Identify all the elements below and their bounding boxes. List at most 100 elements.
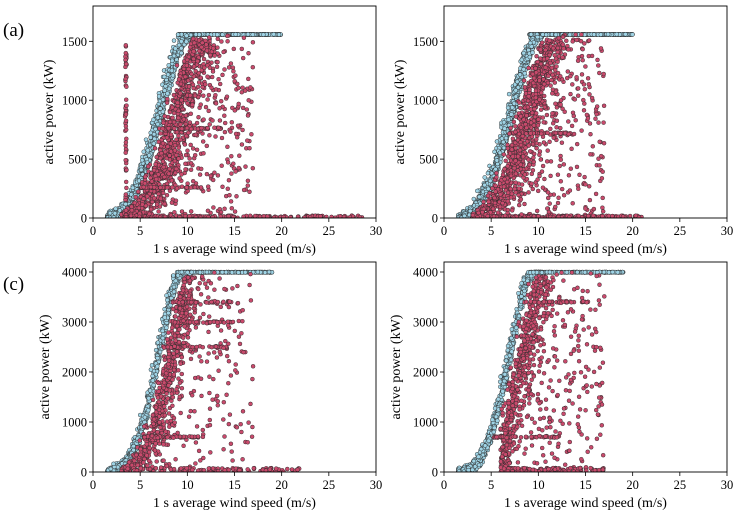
data-point-normal (509, 112, 514, 117)
data-point-anomalous (123, 140, 129, 145)
data-point-anomalous (190, 82, 196, 88)
data-point-anomalous (216, 76, 221, 82)
data-point-anomalous (232, 108, 238, 113)
data-point-anomalous (153, 162, 158, 167)
data-point-anomalous (196, 48, 202, 54)
data-point-normal (139, 157, 145, 163)
data-point-normal (107, 210, 113, 216)
data-point-anomalous (166, 126, 171, 131)
data-point-anomalous (162, 214, 168, 218)
data-point-normal (146, 153, 152, 158)
data-point-anomalous (240, 127, 245, 133)
data-point-normal (591, 32, 597, 37)
data-point-normal (128, 192, 134, 197)
y-tick-label: 1000 (62, 94, 87, 108)
data-point-normal (215, 32, 220, 37)
data-point-anomalous (201, 56, 207, 62)
data-point-anomalous (190, 178, 196, 184)
data-point-anomalous (191, 64, 197, 69)
data-point-anomalous (184, 133, 189, 139)
data-point-normal (513, 94, 519, 99)
data-point-anomalous (217, 118, 223, 123)
data-point-anomalous (189, 71, 194, 77)
data-point-normal (488, 178, 493, 184)
data-point-anomalous (162, 174, 167, 180)
x-tick-label: 25 (323, 224, 336, 238)
data-point-anomalous (170, 115, 175, 121)
data-point-anomalous (187, 44, 193, 50)
data-point-anomalous (188, 167, 194, 173)
data-point-normal (495, 161, 500, 167)
data-point-anomalous (192, 40, 197, 46)
data-point-anomalous (168, 149, 174, 154)
data-point-anomalous (211, 46, 216, 51)
data-point-anomalous (240, 105, 246, 111)
data-point-normal (598, 32, 604, 37)
data-point-anomalous (227, 192, 232, 198)
data-point-anomalous (205, 208, 211, 214)
data-point-anomalous (147, 211, 152, 217)
data-point-anomalous (136, 205, 142, 211)
data-point-anomalous (249, 132, 254, 137)
data-point-normal (184, 33, 189, 38)
data-point-normal (176, 42, 182, 48)
data-point-anomalous (534, 208, 540, 214)
y-tick-label: 500 (68, 153, 87, 167)
data-point-anomalous (233, 73, 238, 78)
data-point-normal (160, 109, 166, 114)
data-point-anomalous (214, 64, 220, 70)
data-point-anomalous (152, 146, 158, 151)
data-point-anomalous (222, 120, 228, 126)
data-point-normal (165, 72, 171, 77)
data-point-anomalous (161, 120, 166, 126)
data-point-anomalous (246, 76, 251, 82)
data-point-anomalous (185, 78, 191, 83)
data-point-anomalous (210, 177, 216, 183)
data-point-anomalous (160, 126, 165, 131)
data-point-normal (220, 32, 225, 37)
data-point-anomalous (178, 137, 183, 143)
data-point-anomalous (222, 113, 227, 118)
x-tick-label: 30 (370, 224, 383, 238)
data-point-anomalous (557, 163, 562, 169)
data-point-anomalous (232, 78, 237, 84)
data-point-normal (179, 39, 184, 44)
data-point-anomalous (226, 177, 232, 183)
data-point-normal (148, 135, 153, 140)
data-point-normal (517, 72, 523, 77)
data-point-normal (567, 32, 573, 37)
data-point-anomalous (206, 35, 212, 40)
data-point-anomalous (206, 108, 211, 114)
data-point-normal (173, 46, 178, 51)
data-point-anomalous (547, 139, 552, 145)
data-point-anomalous (229, 153, 234, 159)
data-point-normal (505, 105, 511, 111)
data-point-anomalous (123, 150, 128, 155)
data-point-anomalous (178, 91, 183, 96)
data-point-anomalous (197, 172, 203, 177)
data-point-anomalous (236, 85, 241, 91)
data-point-anomalous (211, 205, 216, 210)
data-point-anomalous (188, 142, 193, 148)
data-point-anomalous (165, 185, 170, 190)
data-point-anomalous (169, 178, 175, 183)
data-point-normal (151, 131, 157, 137)
data-point-anomalous (307, 215, 313, 218)
data-point-anomalous (228, 199, 234, 204)
data-point-normal (171, 53, 177, 59)
data-point-anomalous (156, 139, 161, 145)
data-point-normal (501, 139, 506, 145)
data-point-anomalous (215, 173, 221, 178)
data-point-anomalous (183, 152, 189, 158)
data-point-anomalous (192, 152, 198, 158)
data-point-normal (245, 32, 251, 37)
data-point-normal (535, 34, 540, 40)
data-point-anomalous (188, 160, 194, 166)
data-point-normal (477, 194, 482, 200)
data-point-anomalous (179, 184, 185, 189)
data-point-anomalous (123, 97, 129, 102)
data-point-anomalous (215, 36, 221, 42)
data-point-anomalous (145, 194, 150, 199)
data-point-anomalous (129, 204, 134, 209)
